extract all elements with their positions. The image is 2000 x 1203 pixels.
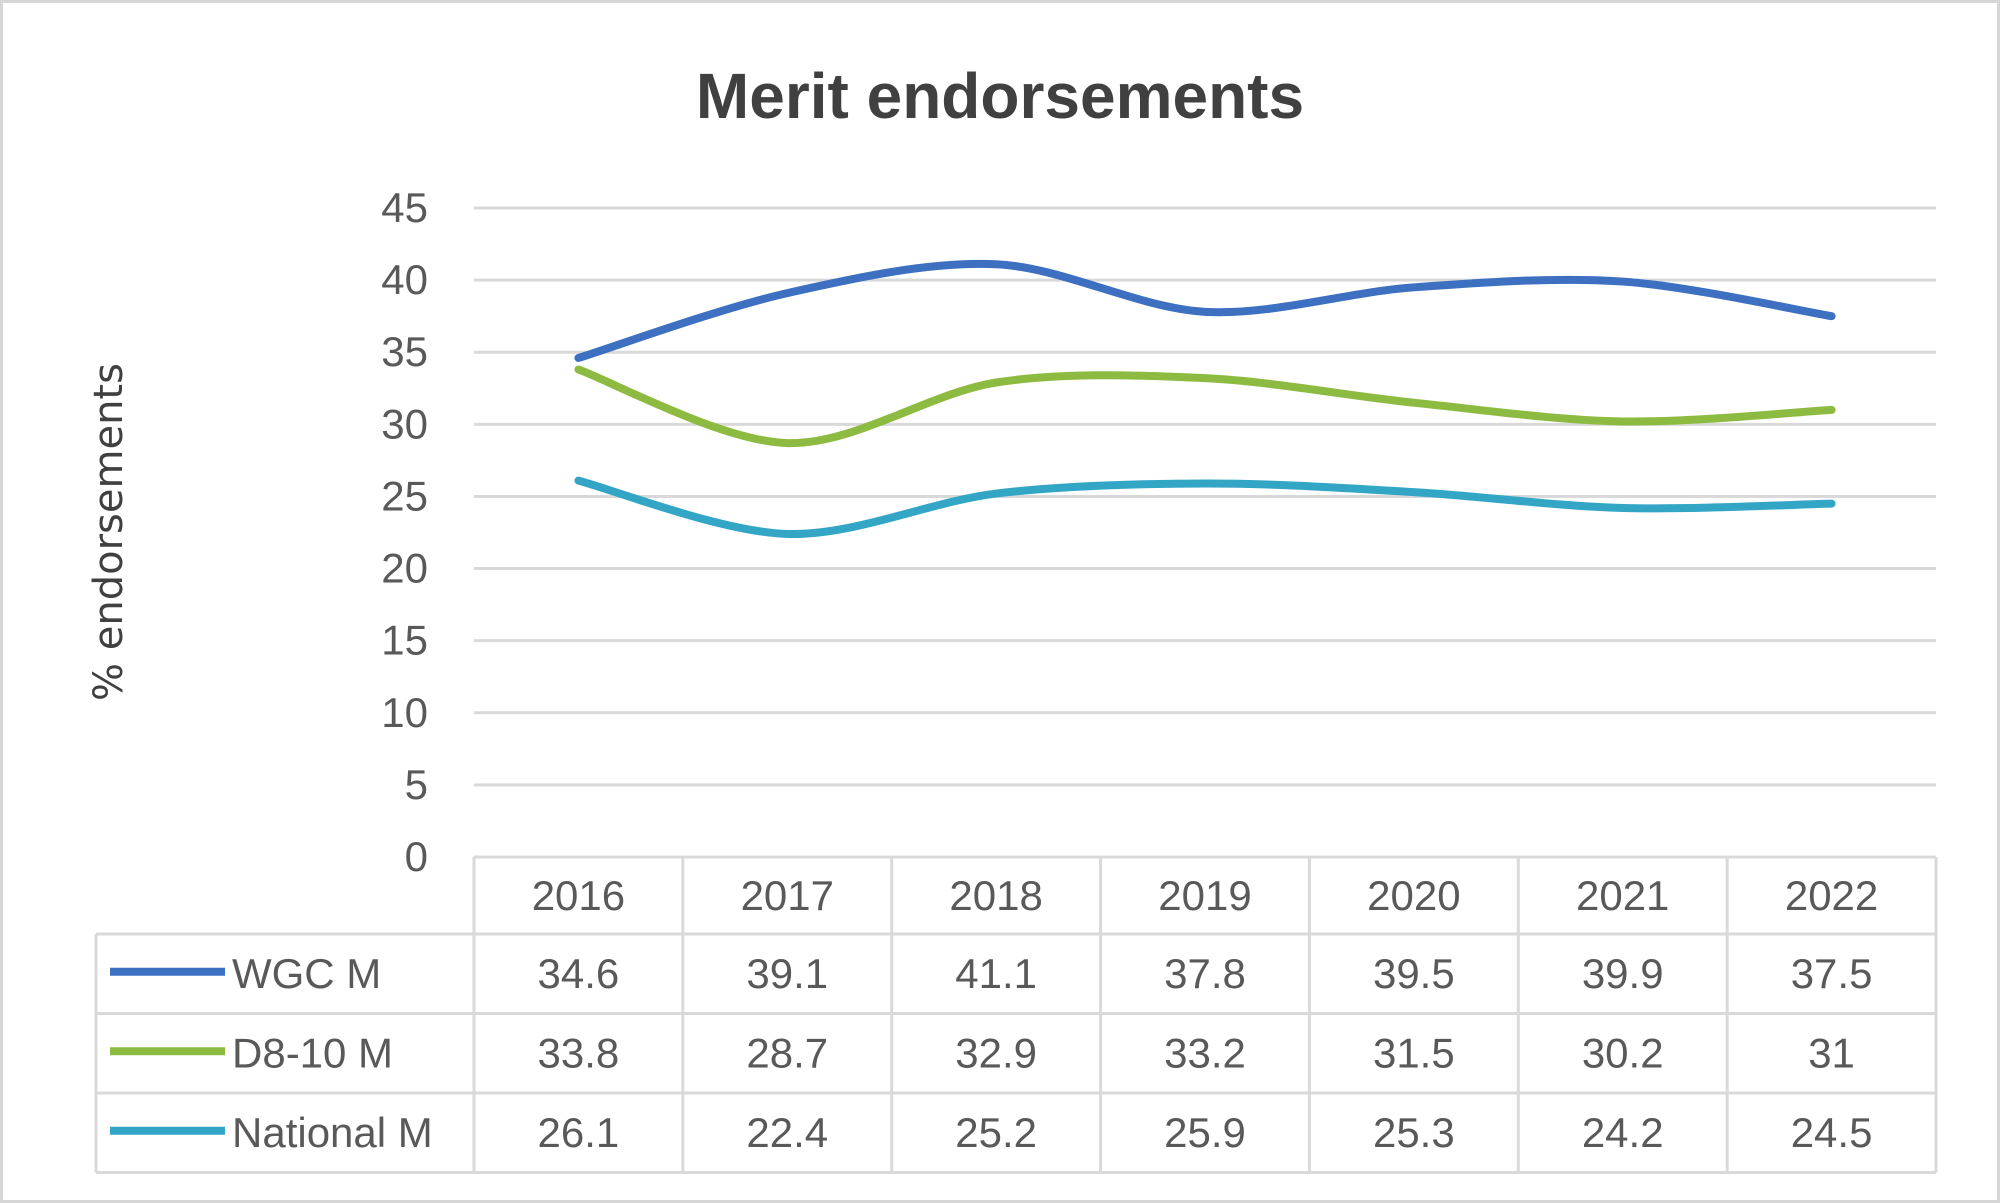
x-category-label: 2021 xyxy=(1576,872,1669,919)
data-cell: 31 xyxy=(1808,1029,1855,1076)
y-tick-label: 45 xyxy=(381,184,428,231)
data-cell: 24.5 xyxy=(1791,1109,1873,1156)
data-cell: 39.9 xyxy=(1582,950,1664,997)
data-cell: 33.8 xyxy=(538,1029,620,1076)
data-cell: 28.7 xyxy=(746,1029,828,1076)
data-cell: 41.1 xyxy=(955,950,1037,997)
x-category-label: 2022 xyxy=(1785,872,1878,919)
y-tick-label: 40 xyxy=(381,256,428,303)
table-row: National M 26.1 22.4 25.2 25.9 25.3 24.2 24.5 xyxy=(110,1109,1872,1156)
data-cell: 25.3 xyxy=(1373,1109,1455,1156)
series-line-d8-10-m xyxy=(574,365,1836,448)
data-cell: 25.2 xyxy=(955,1109,1037,1156)
data-cell: 37.8 xyxy=(1164,950,1246,997)
x-category-label: 2016 xyxy=(532,872,625,919)
data-table-grid xyxy=(94,855,1938,1174)
y-tick-label: 10 xyxy=(381,689,428,736)
data-cell: 34.6 xyxy=(538,950,620,997)
y-tick-label: 5 xyxy=(405,761,428,808)
data-cell: 24.2 xyxy=(1582,1109,1664,1156)
x-category-label: 2019 xyxy=(1158,872,1251,919)
legend-label: WGC M xyxy=(232,950,381,997)
data-table: 2016 2017 2018 2019 2020 2021 2022 WGC M 34.6 39.… xyxy=(110,872,1878,1156)
series-line-wgc-m xyxy=(574,259,1836,362)
data-cell: 37.5 xyxy=(1791,950,1873,997)
series-lines xyxy=(574,259,1836,538)
data-cell: 32.9 xyxy=(955,1029,1037,1076)
data-cell: 39.1 xyxy=(746,950,828,997)
legend-label: D8-10 M xyxy=(232,1029,393,1076)
y-tick-label: 20 xyxy=(381,545,428,592)
table-row: D8-10 M 33.8 28.7 32.9 33.2 31.5 30.2 31 xyxy=(110,1029,1855,1076)
data-cell: 25.9 xyxy=(1164,1109,1246,1156)
series-line-national-m xyxy=(574,476,1836,538)
data-cell: 39.5 xyxy=(1373,950,1455,997)
data-cell: 26.1 xyxy=(538,1109,620,1156)
x-category-label: 2020 xyxy=(1367,872,1460,919)
x-category-label: 2017 xyxy=(741,872,834,919)
y-tick-label: 30 xyxy=(381,400,428,447)
y-tick-label: 0 xyxy=(405,833,428,880)
y-tick-label: 25 xyxy=(381,472,428,519)
y-tick-label: 35 xyxy=(381,328,428,375)
gridlines xyxy=(474,206,1936,787)
y-axis-label: % endorsements xyxy=(86,363,132,701)
chart-title: Merit endorsements xyxy=(696,60,1304,132)
x-category-label: 2018 xyxy=(949,872,1042,919)
data-cell: 22.4 xyxy=(746,1109,828,1156)
y-axis-ticks: 0 5 10 15 20 25 30 35 40 45 xyxy=(381,184,428,880)
legend-label: National M xyxy=(232,1109,433,1156)
data-cell: 30.2 xyxy=(1582,1029,1664,1076)
data-cell: 33.2 xyxy=(1164,1029,1246,1076)
y-tick-label: 15 xyxy=(381,617,428,664)
data-cell: 31.5 xyxy=(1373,1029,1455,1076)
table-row: WGC M 34.6 39.1 41.1 37.8 39.5 39.9 37.5 xyxy=(110,950,1872,997)
